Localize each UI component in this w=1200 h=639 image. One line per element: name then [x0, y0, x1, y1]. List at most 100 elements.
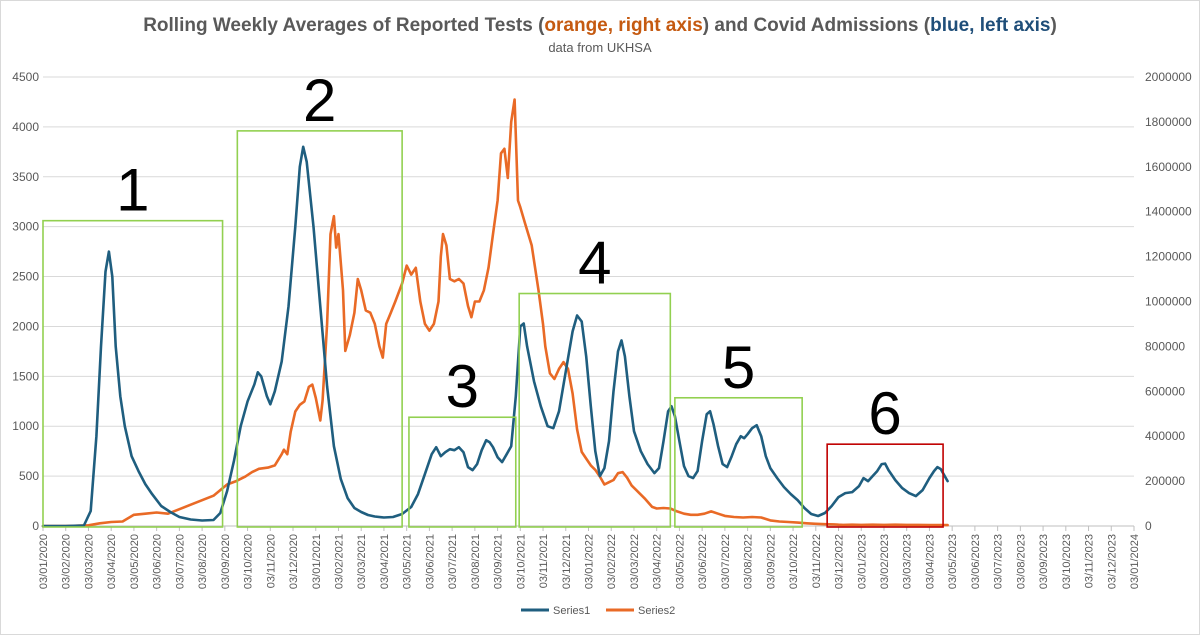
- gridlines: [43, 76, 1134, 527]
- chart-title: Rolling Weekly Averages of Reported Test…: [143, 15, 1057, 36]
- x-tick-label: 03/01/2024: [1129, 534, 1141, 589]
- x-tick-label: 03/11/2022: [811, 534, 823, 588]
- y-right-tick-label: 1600000: [1145, 160, 1192, 174]
- x-tick-label: 03/08/2021: [470, 534, 482, 589]
- y-left-tick-label: 4000: [12, 120, 39, 134]
- x-tick-label: 03/03/2020: [83, 534, 95, 589]
- y-left-tick-label: 3000: [12, 220, 39, 234]
- y-left-tick-label: 2000: [12, 319, 39, 333]
- x-tick-label: 03/12/2022: [834, 534, 846, 589]
- x-tick-label: 03/12/2023: [1106, 534, 1118, 589]
- x-tick-label: 03/01/2023: [856, 534, 868, 589]
- x-tick-label: 03/04/2023: [924, 534, 936, 589]
- x-tick-label: 03/01/2020: [38, 534, 50, 589]
- title-part-4: ): [1050, 15, 1056, 36]
- x-tick-label: 03/12/2021: [561, 534, 573, 589]
- y-right-tick-label: 2000000: [1145, 70, 1192, 84]
- wave-label-1: 1: [116, 157, 149, 224]
- y-axis-right: 0 200000 400000 600000 800000 1000000 1200000 1…: [1145, 70, 1192, 533]
- x-tick-label: 03/10/2023: [1061, 534, 1073, 589]
- series-line-series1: [41, 145, 949, 528]
- x-tick-label: 03/05/2020: [129, 534, 141, 589]
- y-left-tick-label: 1000: [12, 419, 39, 433]
- y-right-tick-label: 400000: [1145, 429, 1185, 443]
- x-tick-label: 03/04/2021: [379, 534, 391, 589]
- title-part-1: orange, right axis: [544, 15, 702, 36]
- y-left-tick-label: 0: [32, 519, 39, 533]
- x-tick-label: 03/05/2022: [674, 534, 686, 589]
- x-tick-label: 03/06/2022: [697, 534, 709, 589]
- x-tick-label: 03/04/2022: [652, 534, 664, 589]
- x-tick-label: 03/04/2020: [106, 534, 118, 589]
- x-tick-label: 03/02/2021: [333, 534, 345, 589]
- chart-subtitle: data from UKHSA: [548, 40, 652, 55]
- legend-label-series2: Series2: [638, 605, 675, 617]
- legend: Series1 Series2: [521, 605, 675, 617]
- x-tick-label: 03/07/2023: [993, 534, 1005, 589]
- wave-box-5: [674, 396, 803, 528]
- y-right-tick-label: 1000000: [1145, 295, 1192, 309]
- wave-label-3: 3: [446, 353, 479, 420]
- y-right-tick-label: 600000: [1145, 384, 1185, 398]
- title-part-0: Rolling Weekly Averages of Reported Test…: [143, 15, 545, 36]
- y-left-tick-label: 2500: [12, 270, 39, 284]
- x-tick-label: 03/11/2023: [1084, 534, 1096, 588]
- y-axis-left: 0 500 1000 1500 2000 2500 3000 3500 4000 4500: [12, 70, 39, 533]
- wave-box-3: [408, 416, 517, 528]
- y-right-tick-label: 1200000: [1145, 250, 1192, 264]
- wave-box-2: [236, 130, 403, 528]
- wave-annotations: 1 2 3 4 5 6: [42, 67, 944, 528]
- y-right-tick-label: 1400000: [1145, 205, 1192, 219]
- x-tick-label: 03/11/2020: [265, 534, 277, 588]
- x-tick-label: 03/10/2020: [243, 534, 255, 589]
- y-right-tick-label: 200000: [1145, 474, 1185, 488]
- x-tick-label: 03/08/2023: [1015, 534, 1027, 589]
- x-tick-label: 03/06/2021: [424, 534, 436, 589]
- wave-label-5: 5: [722, 334, 755, 401]
- x-tick-label: 03/03/2022: [629, 534, 641, 589]
- x-tick-label: 03/09/2020: [220, 534, 232, 589]
- x-tick-label: 03/02/2022: [606, 534, 618, 589]
- x-tick-label: 03/09/2023: [1038, 534, 1050, 589]
- y-left-tick-label: 3500: [12, 170, 39, 184]
- x-tick-label: 03/09/2022: [765, 534, 777, 589]
- x-tick-label: 03/06/2023: [970, 534, 982, 589]
- legend-label-series1: Series1: [553, 605, 590, 617]
- y-right-tick-label: 800000: [1145, 339, 1185, 353]
- title-part-3: blue, left axis: [930, 15, 1050, 36]
- x-axis: 03/01/2020 03/02/2020 03/03/2020 03/04/2020…: [38, 526, 1141, 589]
- x-tick-label: 03/01/2021: [311, 534, 323, 589]
- y-left-tick-label: 500: [19, 469, 39, 483]
- x-tick-label: 03/09/2021: [493, 534, 505, 589]
- title-part-2: ) and Covid Admissions (: [703, 15, 931, 36]
- wave-label-2: 2: [303, 67, 336, 134]
- series-lines: [41, 98, 949, 528]
- x-tick-label: 03/08/2020: [197, 534, 209, 589]
- y-right-tick-label: 1800000: [1145, 115, 1192, 129]
- x-tick-label: 03/10/2022: [788, 534, 800, 589]
- y-left-tick-label: 4500: [12, 70, 39, 84]
- wave-box-1: [42, 219, 224, 528]
- wave-label-4: 4: [578, 230, 611, 297]
- x-tick-label: 03/10/2021: [515, 534, 527, 589]
- x-tick-label: 03/03/2021: [356, 534, 368, 589]
- wave-label-6: 6: [868, 380, 901, 447]
- x-tick-label: 03/01/2022: [584, 534, 596, 589]
- x-tick-label: 03/07/2020: [174, 534, 186, 589]
- x-tick-label: 03/05/2023: [947, 534, 959, 589]
- x-tick-label: 03/08/2022: [743, 534, 755, 589]
- x-tick-label: 03/05/2021: [402, 534, 414, 589]
- wave-box-6: [826, 443, 944, 528]
- y-left-tick-label: 1500: [12, 369, 39, 383]
- x-tick-label: 03/06/2020: [152, 534, 164, 589]
- wave-box-4: [518, 292, 672, 528]
- x-tick-label: 03/12/2020: [288, 534, 300, 589]
- y-right-tick-label: 0: [1145, 519, 1152, 533]
- x-tick-label: 03/02/2020: [61, 534, 73, 589]
- x-tick-label: 03/11/2021: [538, 534, 550, 588]
- series-line-series2: [41, 98, 949, 528]
- x-tick-label: 03/07/2022: [720, 534, 732, 589]
- x-tick-label: 03/02/2023: [879, 534, 891, 589]
- x-tick-label: 03/03/2023: [902, 534, 914, 589]
